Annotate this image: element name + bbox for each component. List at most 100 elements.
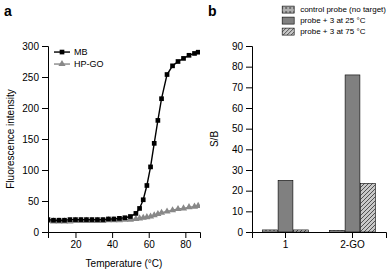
legend-swatch [282, 28, 294, 35]
tick-mark [246, 211, 252, 212]
marker [159, 96, 164, 101]
tick: 50 [232, 123, 252, 134]
legend-swatch [60, 50, 65, 55]
y-axis: 0 50 100 150 200 250 300 [22, 41, 48, 238]
bar [330, 230, 345, 232]
plot-area [48, 50, 200, 224]
legend-item: MB [54, 47, 88, 57]
marker [73, 217, 78, 222]
tick: 10 [232, 206, 252, 217]
tick-label: 90 [232, 41, 244, 52]
legend-item: control probe (no target) [282, 5, 386, 14]
legend-swatch [282, 6, 294, 13]
panel: 20406080050100150200250300Temperature (°… [4, 3, 202, 269]
tick: 0 [237, 227, 252, 238]
marker [84, 217, 89, 222]
legend-label: probe + 3 at 25 °C [300, 16, 365, 25]
tick-label: 50 [28, 196, 40, 207]
marker [156, 118, 161, 123]
tick-mark [352, 232, 353, 238]
marker [181, 56, 186, 61]
bar [263, 230, 278, 232]
marker [90, 217, 95, 222]
tick-mark [149, 232, 150, 238]
tick-mark [42, 77, 48, 78]
tick-label: 100 [22, 165, 39, 176]
tick-label: 50 [232, 123, 244, 134]
tick-label: 10 [232, 206, 244, 217]
tick-label: 0 [33, 227, 39, 238]
legend-label: HP-GO [74, 59, 104, 69]
marker [176, 59, 181, 64]
marker [170, 63, 175, 68]
axis-line [49, 233, 201, 239]
tick-label: 30 [232, 165, 244, 176]
marker [137, 206, 142, 211]
x-axis: 20 40 60 80 [49, 232, 201, 250]
bar [294, 230, 309, 232]
tick-mark [246, 108, 252, 109]
tick-label: 40 [107, 239, 119, 250]
tick-label: 70 [232, 82, 244, 93]
tick: 70 [232, 82, 252, 93]
tick-mark [246, 232, 252, 233]
marker [62, 218, 67, 223]
tick-mark [42, 201, 48, 202]
tick-label: 60 [232, 103, 244, 114]
bar [361, 183, 376, 232]
marker [112, 217, 117, 222]
tick: 60 [144, 232, 156, 250]
marker [134, 211, 139, 216]
tick-mark [246, 67, 252, 68]
tick-label: 250 [22, 72, 39, 83]
legend-label: control probe (no target) [300, 5, 386, 14]
y-axis-title: S/B [209, 131, 220, 147]
axis-line [246, 47, 253, 233]
tick: 1 [283, 232, 289, 250]
tick: 0 [33, 227, 48, 238]
tick-label: 20 [232, 185, 244, 196]
tick-label: 40 [232, 144, 244, 155]
tick-mark [42, 170, 48, 171]
marker [79, 217, 84, 222]
tick-label: 2-GO [340, 239, 365, 250]
marker [152, 141, 157, 146]
tick-mark [246, 87, 252, 88]
tick: 20 [232, 185, 252, 196]
axis-line [42, 47, 49, 233]
marker [101, 217, 106, 222]
legend-item: probe + 3 at 75 °C [282, 27, 365, 36]
legend-swatch [282, 17, 294, 24]
panel: 12-GO0102030405060708090S/Bbcontrol prob… [208, 3, 387, 250]
tick-label: 150 [22, 134, 39, 145]
marker [117, 216, 122, 221]
tick: 20 [70, 232, 82, 250]
tick: 60 [232, 103, 252, 114]
marker [51, 218, 56, 223]
tick: 40 [232, 144, 252, 155]
legend: MB HP-GO [54, 47, 104, 69]
chart: 20406080050100150200250300Temperature (°… [0, 0, 392, 271]
tick-mark [42, 232, 48, 233]
tick-label: 200 [22, 103, 39, 114]
axis-line [253, 233, 387, 239]
bar [278, 180, 293, 232]
marker [123, 215, 128, 220]
tick-mark [42, 108, 48, 109]
panel-label: a [4, 3, 12, 19]
tick-mark [285, 232, 286, 238]
tick: 2-GO [340, 232, 365, 250]
tick: 40 [107, 232, 119, 250]
tick: 200 [22, 103, 48, 114]
plot-area [263, 75, 376, 232]
tick: 250 [22, 72, 48, 83]
legend-swatch [58, 60, 65, 66]
tick-mark [246, 129, 252, 130]
tick: 300 [22, 41, 48, 52]
tick-label: 80 [180, 239, 192, 250]
marker [165, 72, 170, 77]
tick-label: 0 [237, 227, 243, 238]
tick: 90 [232, 41, 252, 52]
marker [68, 217, 73, 222]
tick-mark [42, 139, 48, 140]
